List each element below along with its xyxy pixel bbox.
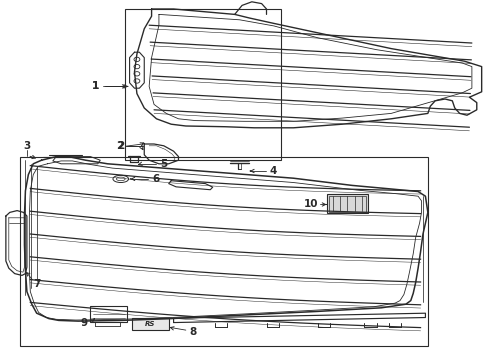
Bar: [20, 157, 427, 346]
Bar: [328, 196, 365, 212]
Text: 6: 6: [152, 174, 159, 184]
Text: 2: 2: [117, 141, 123, 151]
Text: 1: 1: [92, 81, 99, 91]
Text: 3: 3: [24, 141, 31, 151]
Bar: [90, 306, 127, 322]
Text: 9: 9: [81, 318, 87, 328]
Bar: [124, 9, 281, 160]
Text: RS: RS: [144, 321, 155, 327]
Text: 10: 10: [304, 199, 318, 210]
Text: 8: 8: [189, 327, 196, 337]
Text: 7: 7: [33, 279, 41, 289]
Text: 1: 1: [92, 81, 99, 91]
Text: 5: 5: [160, 159, 167, 169]
Text: 4: 4: [268, 166, 276, 176]
Text: 2: 2: [116, 141, 122, 151]
Bar: [132, 318, 168, 330]
Bar: [326, 194, 367, 213]
